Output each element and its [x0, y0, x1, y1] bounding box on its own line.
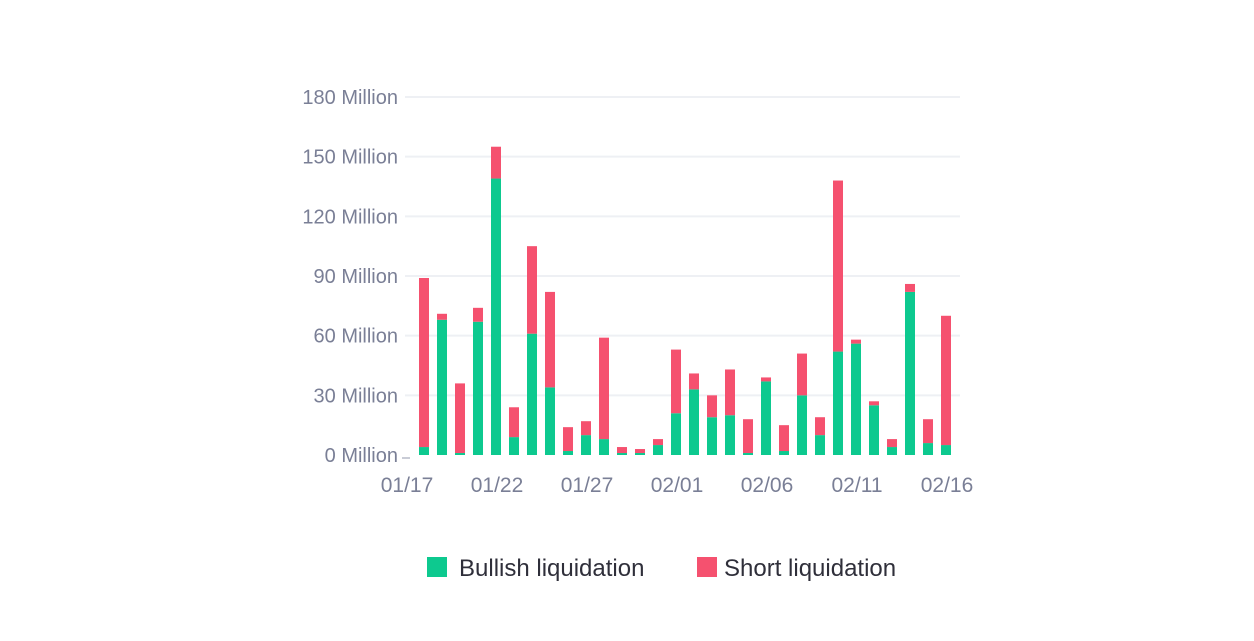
bar-short[interactable]	[779, 425, 789, 452]
bar-bullish[interactable]	[527, 333, 537, 455]
bar-bullish[interactable]	[833, 351, 843, 455]
bar-short[interactable]	[869, 401, 879, 406]
legend-swatch-short	[697, 557, 717, 577]
bar-short[interactable]	[653, 439, 663, 446]
legend: Bullish liquidation Short liquidation	[427, 555, 896, 582]
bar-bullish[interactable]	[635, 453, 645, 455]
x-axis: 01/17 01/22 01/27 02/01 02/06 02/11 02/16	[381, 474, 974, 497]
bar-short[interactable]	[689, 373, 699, 390]
bar-bullish[interactable]	[671, 413, 681, 455]
bar-bullish[interactable]	[905, 291, 915, 455]
y-tick-label: 120 Million	[302, 206, 398, 228]
y-tick-label: 150 Million	[302, 147, 398, 169]
x-tick-label: 01/22	[471, 474, 524, 497]
bar-bullish[interactable]	[599, 439, 609, 455]
bar-short[interactable]	[671, 349, 681, 414]
bar-bullish[interactable]	[455, 453, 465, 455]
bar-bullish[interactable]	[725, 415, 735, 455]
bar-short[interactable]	[617, 447, 627, 454]
y-tick-label: 60 Million	[314, 326, 398, 348]
bar-bullish[interactable]	[509, 437, 519, 455]
y-tick-label: 180 Million	[302, 87, 398, 109]
x-tick-label: 02/01	[651, 474, 704, 497]
legend-label-bullish: Bullish liquidation	[459, 555, 644, 582]
bar-short[interactable]	[599, 337, 609, 440]
bar-bullish[interactable]	[923, 443, 933, 455]
bar-bullish[interactable]	[437, 319, 447, 455]
bar-bullish[interactable]	[581, 435, 591, 455]
bar-short[interactable]	[815, 417, 825, 436]
bar-bullish[interactable]	[887, 447, 897, 455]
bar-bullish[interactable]	[491, 178, 501, 456]
bar-bullish[interactable]	[617, 453, 627, 455]
bar-bullish[interactable]	[941, 445, 951, 455]
bar-short[interactable]	[923, 419, 933, 444]
bar-short[interactable]	[887, 439, 897, 448]
bar-bullish[interactable]	[473, 321, 483, 455]
legend-swatch-bullish	[427, 557, 447, 577]
legend-item-bullish[interactable]: Bullish liquidation	[427, 555, 644, 582]
bar-bullish[interactable]	[851, 343, 861, 455]
bar-bullish[interactable]	[419, 447, 429, 455]
bar-bullish[interactable]	[815, 435, 825, 455]
bar-bullish[interactable]	[545, 387, 555, 455]
bar-short[interactable]	[437, 313, 447, 320]
bar-short[interactable]	[797, 353, 807, 396]
y-tick-label: 30 Million	[314, 385, 398, 407]
y-tick-label: 90 Million	[314, 266, 398, 288]
bar-bullish[interactable]	[689, 389, 699, 455]
bar-short[interactable]	[491, 146, 501, 179]
bar-short[interactable]	[941, 315, 951, 446]
x-tick-label: 01/27	[561, 474, 614, 497]
legend-label-short: Short liquidation	[724, 555, 896, 582]
bar-bullish[interactable]	[797, 395, 807, 455]
x-tick-label: 02/06	[741, 474, 794, 497]
y-tick-label: 0 Million	[325, 445, 398, 467]
bar-short[interactable]	[419, 277, 429, 448]
bar-short[interactable]	[707, 395, 717, 418]
bar-short[interactable]	[581, 421, 591, 436]
bar-short[interactable]	[743, 419, 753, 454]
grid-lines	[405, 96, 960, 397]
bar-bullish[interactable]	[563, 451, 573, 455]
bar-bullish[interactable]	[743, 453, 753, 455]
bar-bullish[interactable]	[869, 405, 879, 455]
bar-short[interactable]	[905, 283, 915, 292]
x-tick-label: 02/11	[832, 474, 883, 497]
bar-bullish[interactable]	[707, 417, 717, 455]
bar-short[interactable]	[635, 449, 645, 454]
y-axis: 0 Million 30 Million 60 Million 90 Million 1…	[302, 87, 410, 467]
bar-short[interactable]	[851, 339, 861, 344]
x-tick-label: 02/16	[921, 474, 974, 497]
bar-short[interactable]	[761, 377, 771, 382]
bar-bullish[interactable]	[761, 381, 771, 455]
x-tick-label: 01/17	[381, 474, 434, 497]
bar-short[interactable]	[473, 307, 483, 322]
bars	[419, 146, 951, 456]
bar-short[interactable]	[725, 369, 735, 416]
bar-bullish[interactable]	[653, 445, 663, 455]
bar-short[interactable]	[833, 180, 843, 352]
bar-short[interactable]	[527, 246, 537, 334]
legend-item-short[interactable]: Short liquidation	[697, 555, 896, 582]
bar-short[interactable]	[455, 383, 465, 454]
bar-short[interactable]	[509, 407, 519, 438]
bar-short[interactable]	[563, 427, 573, 452]
bar-short[interactable]	[545, 291, 555, 388]
bar-bullish[interactable]	[779, 451, 789, 455]
